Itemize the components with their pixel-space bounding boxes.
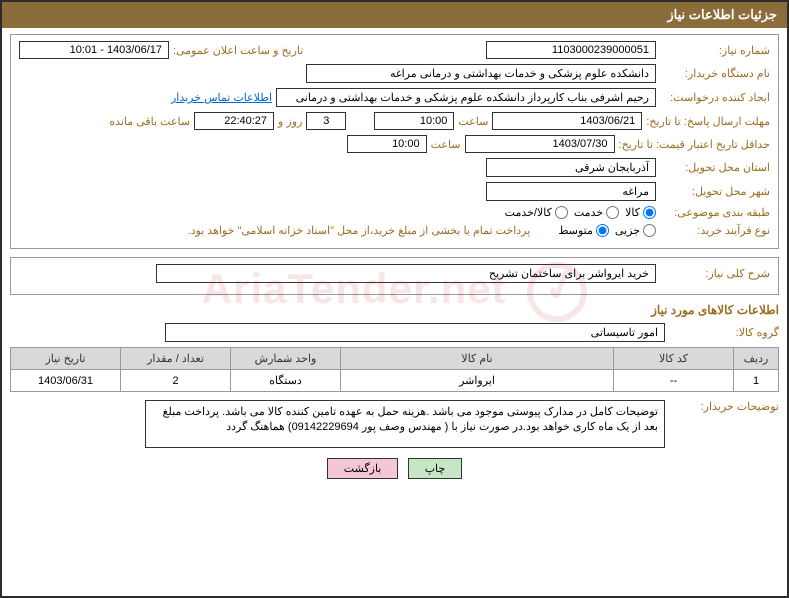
col-date: تاریخ نیاز	[11, 348, 121, 370]
buyer-name: دانشکده علوم پزشکی و خدمات بهداشتی و درم…	[306, 64, 656, 83]
description-text: خرید ایرواشر برای ساختمان تشریح	[156, 264, 656, 283]
description-panel: شرح کلی نیاز: خرید ایرواشر برای ساختمان …	[10, 257, 779, 295]
goods-group: امور تاسیساتی	[165, 323, 665, 342]
cell-name: ایرواشر	[341, 370, 614, 392]
cell-qty: 2	[121, 370, 231, 392]
print-button[interactable]: چاپ	[408, 458, 463, 479]
buyer-notes-text: توضیحات کامل در مدارک پیوستی موجود می با…	[145, 400, 665, 448]
col-name: نام کالا	[341, 348, 614, 370]
label-validity: حداقل تاریخ اعتبار قیمت: تا تاریخ:	[619, 138, 770, 151]
col-code: کد کالا	[614, 348, 734, 370]
row-buyer: نام دستگاه خریدار: دانشکده علوم پزشکی و …	[19, 64, 770, 83]
table-row: 1 -- ایرواشر دستگاه 2 1403/06/31	[11, 370, 779, 392]
row-validity: حداقل تاریخ اعتبار قیمت: تا تاریخ: 1403/…	[19, 135, 770, 153]
validity-date: 1403/07/30	[465, 135, 615, 153]
row-province: استان محل تحویل: آذربایجان شرقی	[19, 158, 770, 177]
label-days-and: روز و	[278, 115, 302, 128]
window-title-bar: جزئیات اطلاعات نیاز	[2, 2, 787, 28]
label-buyer-notes: توضیحات خریدار:	[669, 400, 779, 413]
radio-goods[interactable]: کالا	[625, 206, 656, 219]
label-buyer: نام دستگاه خریدار:	[660, 67, 770, 80]
category-radio-group: کالا خدمت کالا/خدمت	[505, 206, 656, 219]
cell-row: 1	[734, 370, 779, 392]
items-section-title: اطلاعات کالاهای مورد نیاز	[10, 303, 779, 317]
label-city: شهر محل تحویل:	[660, 185, 770, 198]
label-hour-2: ساعت	[431, 138, 461, 151]
label-province: استان محل تحویل:	[660, 161, 770, 174]
cell-unit: دستگاه	[231, 370, 341, 392]
radio-service[interactable]: خدمت	[574, 206, 619, 219]
label-process: نوع فرآیند خرید:	[660, 224, 770, 237]
label-need-number: شماره نیاز:	[660, 44, 770, 57]
label-creator: ایجاد کننده درخواست:	[660, 91, 770, 104]
row-deadline: مهلت ارسال پاسخ: تا تاریخ: 1403/06/21 سا…	[19, 112, 770, 130]
province: آذربایجان شرقی	[486, 158, 656, 177]
label-hour-1: ساعت	[458, 115, 488, 128]
creator-name: رحیم اشرفی بناب کارپرداز دانشکده علوم پز…	[276, 88, 656, 107]
row-category: طبقه بندی موضوعی: کالا خدمت کالا/خدمت	[19, 206, 770, 219]
row-buyer-notes: توضیحات خریدار: توضیحات کامل در مدارک پی…	[10, 400, 779, 448]
validity-hour: 10:00	[347, 135, 427, 153]
process-note: پرداخت تمام یا بخشی از مبلغ خرید،از محل …	[188, 224, 531, 237]
radio-medium-input[interactable]	[596, 224, 609, 237]
deadline-date: 1403/06/21	[492, 112, 642, 130]
buyer-contact-link[interactable]: اطلاعات تماس خریدار	[171, 91, 272, 104]
row-description: شرح کلی نیاز: خرید ایرواشر برای ساختمان …	[19, 264, 770, 283]
row-goods-group: گروه کالا: امور تاسیساتی	[10, 323, 779, 342]
label-category: طبقه بندی موضوعی:	[660, 206, 770, 219]
button-row: چاپ بازگشت	[10, 458, 779, 479]
col-qty: تعداد / مقدار	[121, 348, 231, 370]
need-number: 1103000239000051	[486, 41, 656, 59]
radio-partial[interactable]: جزیی	[615, 224, 656, 237]
main-window: جزئیات اطلاعات نیاز AriaTender.net شماره…	[0, 0, 789, 598]
radio-medium[interactable]: متوسط	[558, 224, 609, 237]
content-area: AriaTender.net شماره نیاز: 1103000239000…	[2, 28, 787, 485]
col-row: ردیف	[734, 348, 779, 370]
need-info-panel: شماره نیاز: 1103000239000051 تاریخ و ساع…	[10, 34, 779, 249]
cell-code: --	[614, 370, 734, 392]
deadline-hour: 10:00	[374, 112, 454, 130]
announce-date: 1403/06/17 - 10:01	[19, 41, 169, 59]
radio-goods-service[interactable]: کالا/خدمت	[505, 206, 568, 219]
row-process: نوع فرآیند خرید: جزیی متوسط پرداخت تمام …	[19, 224, 770, 237]
label-remaining: ساعت باقی مانده	[109, 115, 190, 128]
back-button[interactable]: بازگشت	[327, 458, 399, 479]
radio-goods-input[interactable]	[643, 206, 656, 219]
col-unit: واحد شمارش	[231, 348, 341, 370]
radio-partial-input[interactable]	[643, 224, 656, 237]
row-city: شهر محل تحویل: مراغه	[19, 182, 770, 201]
remaining-time: 22:40:27	[194, 112, 274, 130]
radio-goods-service-input[interactable]	[555, 206, 568, 219]
cell-date: 1403/06/31	[11, 370, 121, 392]
window-title: جزئیات اطلاعات نیاز	[667, 7, 777, 22]
row-creator: ایجاد کننده درخواست: رحیم اشرفی بناب کار…	[19, 88, 770, 107]
radio-service-input[interactable]	[606, 206, 619, 219]
table-header-row: ردیف کد کالا نام کالا واحد شمارش تعداد /…	[11, 348, 779, 370]
city: مراغه	[486, 182, 656, 201]
items-table: ردیف کد کالا نام کالا واحد شمارش تعداد /…	[10, 347, 779, 392]
label-goods-group: گروه کالا:	[669, 326, 779, 339]
label-deadline: مهلت ارسال پاسخ: تا تاریخ:	[646, 115, 770, 128]
label-description: شرح کلی نیاز:	[660, 267, 770, 280]
items-section: اطلاعات کالاهای مورد نیاز گروه کالا: امو…	[10, 303, 779, 448]
row-need-number: شماره نیاز: 1103000239000051 تاریخ و ساع…	[19, 41, 770, 59]
label-announce-date: تاریخ و ساعت اعلان عمومی:	[173, 44, 303, 57]
remaining-days: 3	[306, 112, 346, 130]
process-radio-group: جزیی متوسط	[558, 224, 656, 237]
